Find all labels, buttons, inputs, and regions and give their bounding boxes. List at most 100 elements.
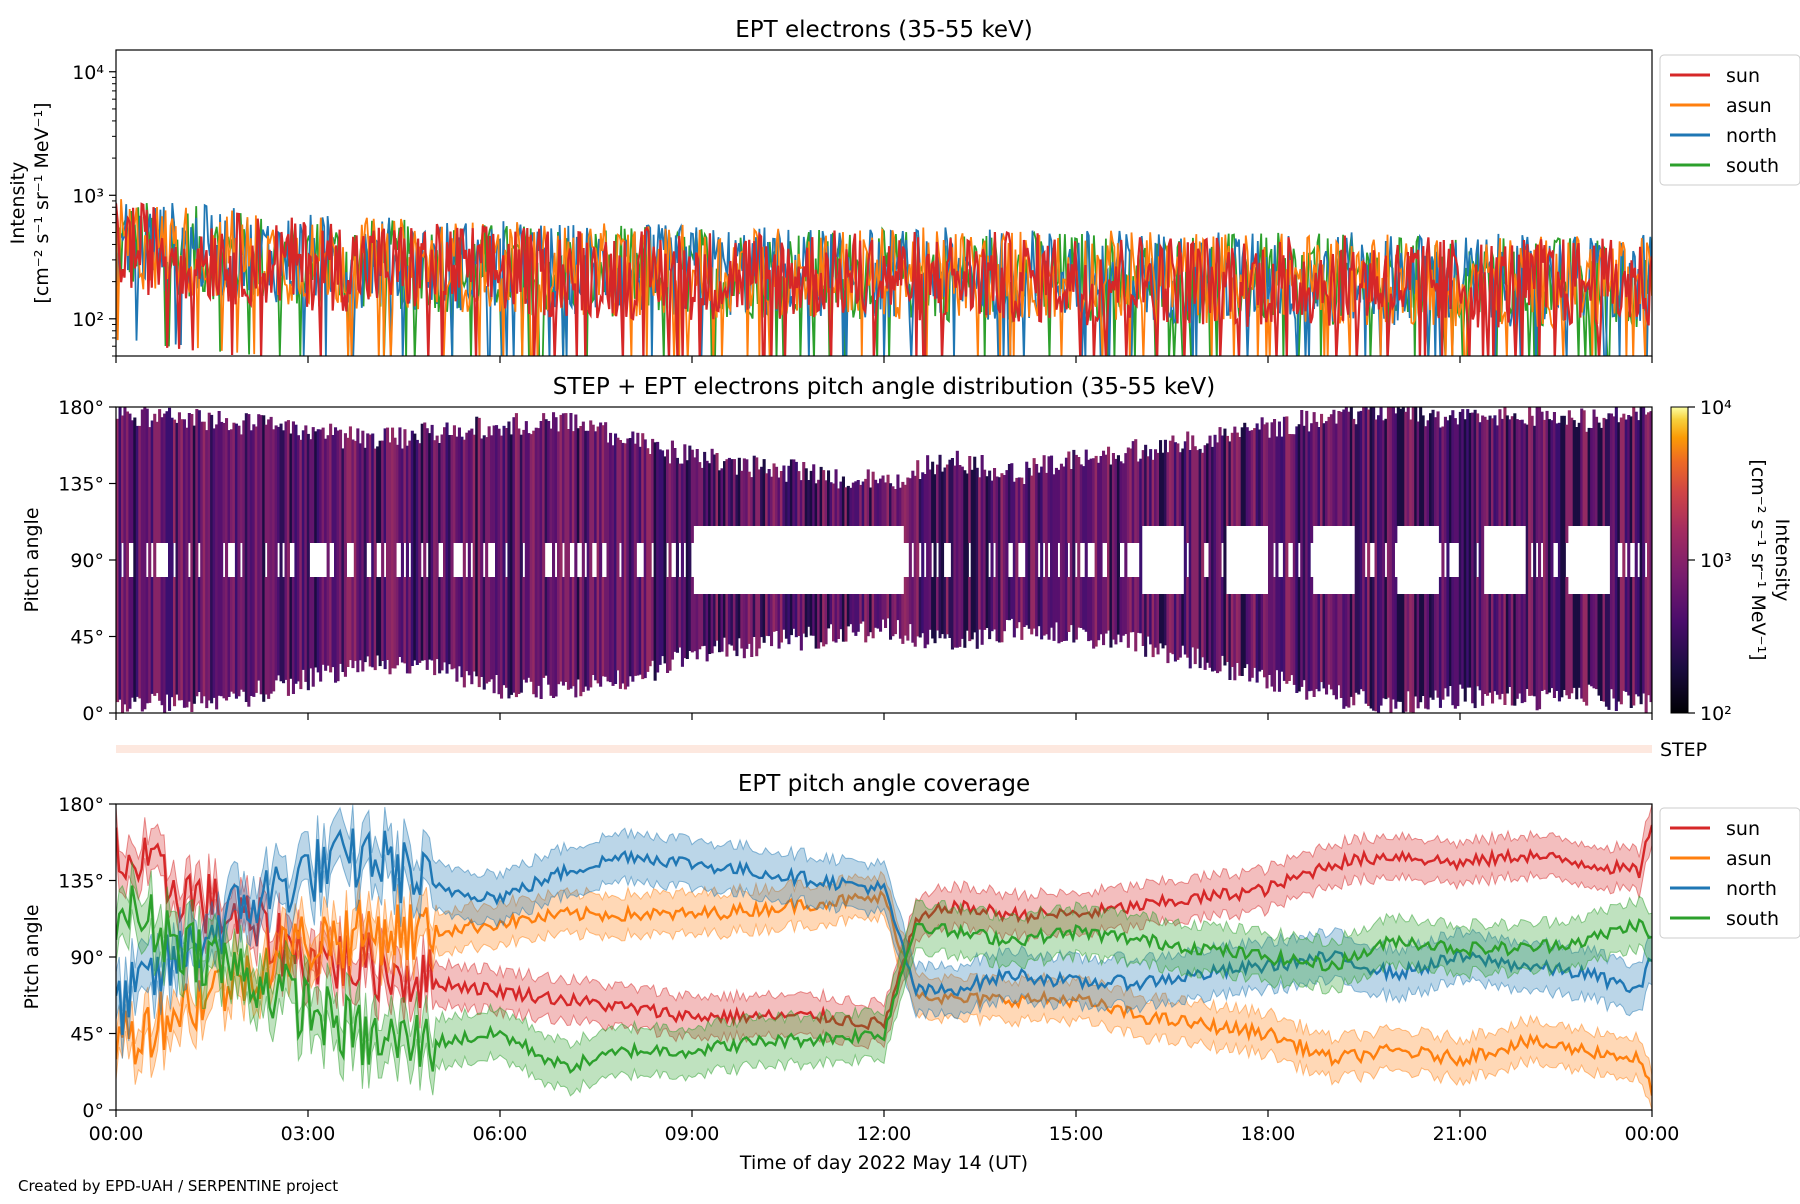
heat-cell [782,594,786,630]
heat-cell [440,434,444,543]
heat-cell [351,577,355,669]
heat-cell [1050,455,1054,628]
heat-cell [1163,439,1167,526]
heat-cell [187,577,191,702]
heat-cell [772,463,776,526]
heat-cell [921,472,925,634]
heat-cell [849,594,853,625]
heat-cell [804,594,808,638]
heat-cell [589,420,593,688]
heat-cell [1334,594,1338,700]
heat-cell [324,438,328,543]
heat-cell [1248,594,1252,682]
heat-cell [1156,452,1160,526]
heat-cell [1277,577,1281,692]
heat-cell [948,577,952,638]
heat-cell [1305,410,1309,700]
heat-cell [1258,429,1262,526]
heat-cell [641,433,645,543]
heat-cell [884,482,888,526]
heat-cell [1159,594,1163,644]
heat-cell [1012,481,1016,638]
heat-cell [180,419,184,701]
heat-cell [968,456,972,543]
heat-cell [678,577,682,648]
heat-cell [1528,407,1532,696]
heat-cell [210,414,214,704]
heat-cell [1263,424,1267,526]
heat-cell [1612,416,1616,699]
heat-cell [1468,412,1472,688]
colorbar [1670,406,1689,714]
intensity-lines [116,199,1652,356]
heat-cell [1067,577,1071,632]
heat-cell [1419,407,1423,526]
heat-cell [770,594,774,647]
heat-cell [145,577,149,704]
heat-cell [906,477,910,543]
heat-cell [153,413,157,696]
heat-cell [916,460,920,637]
heat-cell [1597,594,1601,696]
heat-cell [430,424,434,661]
heat-cell [1448,577,1452,686]
heat-cell [301,430,305,670]
heat-cell [1102,450,1106,543]
heat-cell [277,577,281,676]
heat-cell [334,427,338,683]
heat-cell [1240,594,1244,676]
heat-cell [505,428,509,543]
heat-cell [1382,420,1386,699]
heat-cell [1508,419,1512,526]
heat-cell [700,594,704,647]
heat-cell [1161,594,1165,649]
heat-cell [1290,577,1294,676]
heat-cell [477,417,481,688]
heat-cell [1572,594,1576,688]
heat-cell [1186,577,1190,658]
heat-cell [1510,416,1514,526]
heat-cell [819,466,823,526]
heat-cell [864,594,868,643]
heat-cell [438,577,442,674]
heat-cell [116,418,120,703]
heat-cell [1491,418,1495,526]
heat-cell [319,577,323,682]
heat-cell [747,594,751,644]
heat-cell [1067,451,1071,543]
y-tick-label: 90° [70,947,104,969]
heat-cell [1634,411,1638,695]
heat-cell [1456,424,1460,543]
heat-cell [1384,418,1388,543]
heat-cell [366,433,370,543]
heat-cell [688,445,692,651]
heat-cell [331,577,335,668]
heat-cell [1329,414,1333,526]
heat-cell [955,450,959,648]
heat-cell [234,423,238,699]
heat-cell [1218,427,1222,672]
heat-cell [455,436,459,543]
heat-cell [490,435,494,543]
heat-cell [569,413,573,543]
heat-cell [1379,407,1383,706]
legend-label-north: north [1726,878,1777,900]
heat-cell [1104,454,1108,543]
heat-cell [561,577,565,686]
heat-cell [770,476,774,526]
heat-cell [571,577,575,687]
heat-cell [636,577,640,676]
heat-cell [822,594,826,647]
heat-cell [140,409,144,712]
heat-cell [1629,577,1633,708]
legend-label-south: south [1726,155,1779,177]
heat-cell [173,577,177,707]
heat-cell [321,427,325,543]
colorbar-label-line2: [cm⁻² s⁻¹ sr⁻¹ MeV⁻¹] [1747,459,1769,660]
heat-cell [1047,577,1051,640]
heat-cell [891,486,895,526]
heat-cell [284,421,288,680]
heat-cell [1030,475,1034,635]
heat-cell [378,440,382,543]
heat-cell [1399,594,1403,702]
